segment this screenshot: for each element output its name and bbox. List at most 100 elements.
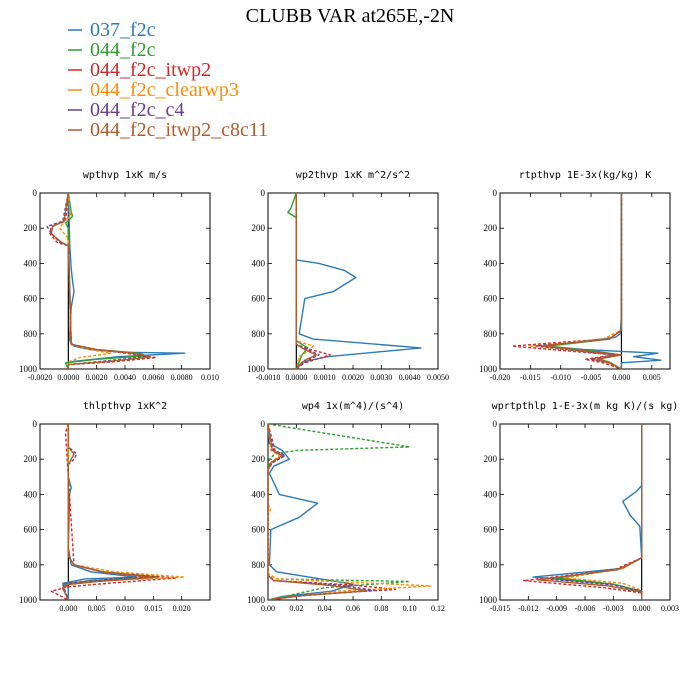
- x-tick-label: 0.00: [261, 604, 275, 613]
- y-tick-label: 400: [484, 489, 498, 499]
- series-line-044-f2c-c4: [46, 193, 148, 369]
- series-group: [50, 424, 186, 600]
- x-tick-label: -0.012: [518, 604, 539, 613]
- series-line-037-f2c: [67, 193, 186, 369]
- y-tick-label: 1000: [247, 364, 266, 374]
- y-tick-label: 200: [252, 454, 266, 464]
- y-tick-label: 1000: [19, 595, 38, 605]
- series-group: [287, 193, 422, 369]
- x-tick-label: 0.04: [318, 604, 332, 613]
- x-tick-label: 0.0050: [427, 373, 449, 382]
- x-tick-label: 0.003: [661, 604, 679, 613]
- series-line-044-f2c-itwp2-c8c11: [541, 193, 623, 369]
- x-tick-label: 0.005: [643, 373, 661, 382]
- y-tick-label: 800: [24, 560, 38, 570]
- x-tick-label: 0.010: [116, 604, 134, 613]
- series-line-044-f2c: [64, 193, 148, 369]
- x-tick-label: 0.0020: [342, 373, 364, 382]
- series-group: [268, 424, 432, 600]
- y-tick-label: 0: [493, 188, 498, 198]
- series-line-044-f2c-itwp2: [522, 424, 643, 600]
- plot-frame: [499, 192, 671, 370]
- chart-panel: wprtpthlp 1-E-3x(m kg K)/(s kg) -0.015 -0.…: [479, 401, 679, 613]
- y-tick-label: 200: [252, 223, 266, 233]
- series-line-044-f2c-itwp2-c8c11: [62, 424, 155, 600]
- series-line-044-f2c: [287, 193, 309, 369]
- y-tick-label: 600: [24, 525, 38, 535]
- y-tick-label: 1000: [247, 595, 266, 605]
- x-tick-label: -0.010: [550, 373, 571, 382]
- x-tick-label: -0.003: [603, 604, 624, 613]
- x-tick-label: -0.015: [520, 373, 541, 382]
- x-tick-label: 0.02: [289, 604, 303, 613]
- x-tick-label: 0.0040: [114, 373, 136, 382]
- y-tick-label: 800: [252, 329, 266, 339]
- x-tick-label: 0.0010: [314, 373, 336, 382]
- x-tick-label: 0.0040: [399, 373, 421, 382]
- y-tick-label: 200: [484, 454, 498, 464]
- figure-title: CLUBB VAR at265E,-2N: [246, 5, 455, 27]
- series-group: [511, 193, 662, 369]
- y-tick-label: 800: [252, 560, 266, 570]
- series-line-037-f2c: [295, 193, 422, 369]
- series-line-044-f2c-itwp2: [295, 193, 331, 369]
- y-tick-label: 0: [261, 188, 266, 198]
- series-line-044-f2c-clearwp3: [59, 193, 112, 369]
- x-tick-label: 0.000: [612, 373, 630, 382]
- x-tick-label: 0.000: [59, 604, 77, 613]
- x-tick-label: -0.009: [546, 604, 567, 613]
- y-tick-label: 800: [484, 329, 498, 339]
- y-tick-label: 600: [24, 294, 38, 304]
- x-tick-label: -0.020: [490, 373, 511, 382]
- y-tick-label: 800: [24, 329, 38, 339]
- y-tick-label: 600: [252, 525, 266, 535]
- series-line-037-f2c: [62, 424, 138, 600]
- panel-title: wp4 1x(m^4)/(s^4): [302, 401, 404, 412]
- x-tick-label: 0.0060: [142, 373, 164, 382]
- x-tick-label: 0.0000: [57, 373, 79, 382]
- legend-label: 044_f2c_itwp2_c8c11: [90, 119, 268, 141]
- y-tick-label: 400: [252, 258, 266, 268]
- series-group: [522, 424, 643, 600]
- series-line-044-f2c-itwp2: [49, 193, 157, 369]
- y-tick-label: 0: [33, 419, 38, 429]
- x-tick-label: 0.0030: [370, 373, 392, 382]
- x-tick-label: -0.006: [575, 604, 596, 613]
- panel-title: thlpthvp 1xK^2: [83, 401, 167, 412]
- y-tick-label: 600: [484, 525, 498, 535]
- panel-title: wp2thvp 1xK m^2/s^2: [296, 170, 410, 181]
- x-tick-label: -0.0020: [28, 373, 53, 382]
- chart-panel: wp2thvp 1xK m^2/s^2 -0.0010 0.0000 0.0010 0.…: [247, 170, 449, 382]
- y-tick-label: 1000: [479, 364, 498, 374]
- x-tick-label: 0.10: [403, 604, 417, 613]
- series-group: [46, 193, 186, 369]
- panel-title: wpthvp 1xK m/s: [83, 170, 167, 181]
- chart-panel: thlpthvp 1xK^2 0.000 0.005 0.010 0.015 0.020 0…: [19, 401, 211, 613]
- series-line-044-f2c-itwp2-c8c11: [268, 424, 368, 600]
- x-tick-label: 0.06: [346, 604, 360, 613]
- y-tick-label: 0: [261, 419, 266, 429]
- y-tick-label: 600: [484, 294, 498, 304]
- series-line-044-f2c-itwp2-c8c11: [537, 424, 643, 600]
- x-tick-label: 0.0000: [285, 373, 307, 382]
- series-line-044-f2c-c4: [546, 424, 643, 600]
- y-tick-label: 400: [24, 489, 38, 499]
- chart-panel: wpthvp 1xK m/s -0.0020 0.0000 0.0020 0.0040 0…: [19, 170, 219, 382]
- x-tick-label: 0.0080: [171, 373, 193, 382]
- x-tick-label: 0.0020: [86, 373, 108, 382]
- chart-panel: wp4 1x(m^4)/(s^4) 0.00 0.02 0.04 0.06 0.08 0.1…: [247, 401, 445, 613]
- legend-label: 044_f2c_clearwp3: [90, 79, 239, 101]
- x-tick-label: 0.015: [144, 604, 162, 613]
- y-tick-label: 200: [484, 223, 498, 233]
- x-tick-label: -0.015: [490, 604, 511, 613]
- y-tick-label: 0: [493, 419, 498, 429]
- chart-panel: rtpthvp 1E-3x(kg/kg) K -0.020 -0.015 -0.010…: [479, 170, 671, 382]
- series-line-044-f2c-itwp2-c8c11: [295, 193, 317, 369]
- x-tick-label: 0.08: [374, 604, 388, 613]
- x-tick-label: -0.005: [581, 373, 602, 382]
- y-tick-label: 200: [24, 454, 38, 464]
- legend-label: 044_f2c: [90, 39, 156, 61]
- y-tick-label: 200: [24, 223, 38, 233]
- panel-title: wprtpthlp 1-E-3x(m kg K)/(s kg): [492, 401, 679, 412]
